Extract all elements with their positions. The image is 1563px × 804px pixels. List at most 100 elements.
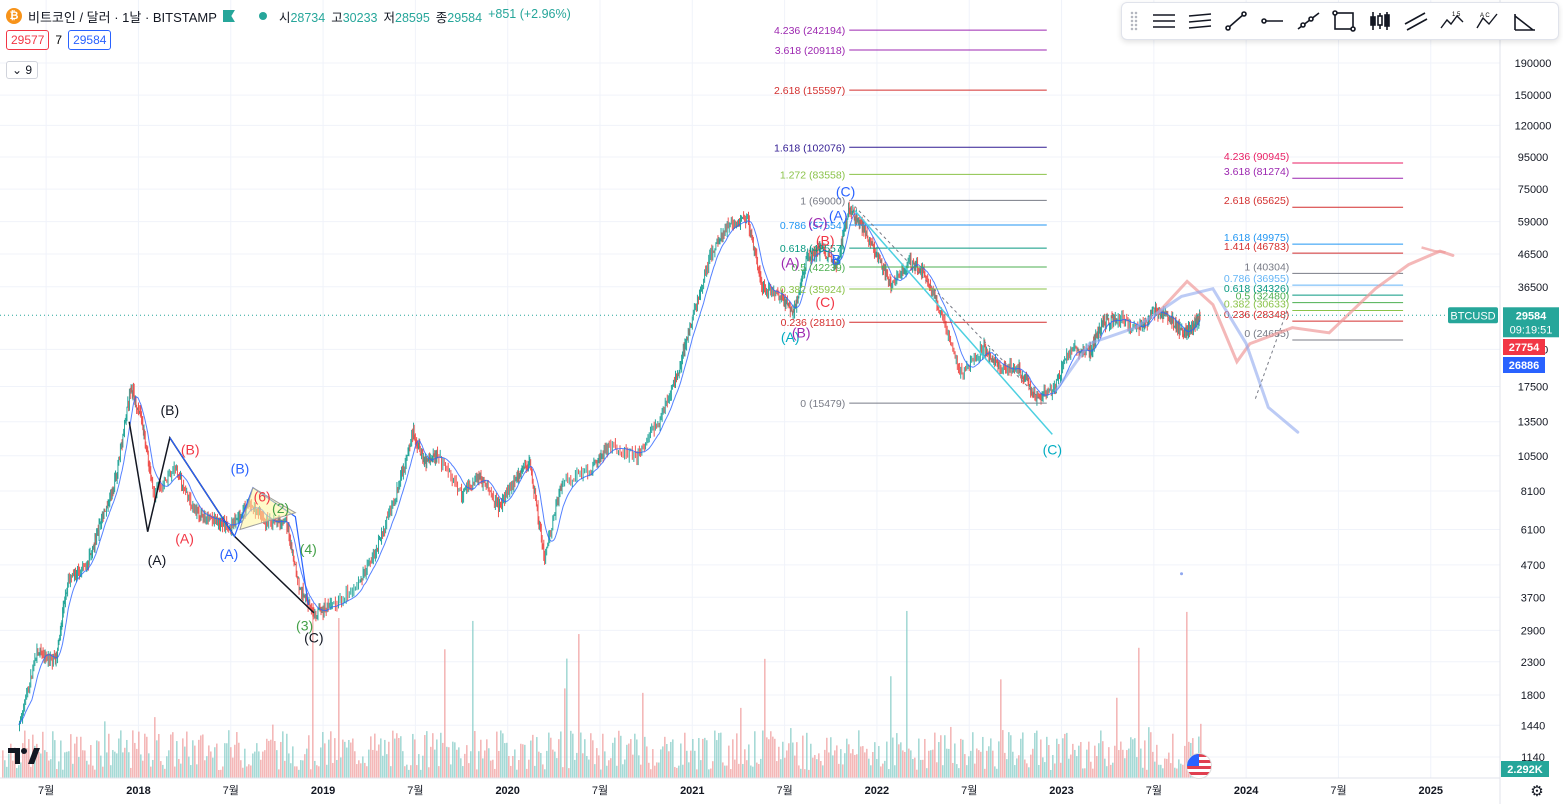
volume-bar bbox=[372, 749, 374, 778]
volume-bar bbox=[1200, 723, 1202, 778]
volume-bar bbox=[336, 760, 338, 778]
volume-bar bbox=[326, 764, 328, 778]
drag-handle[interactable] bbox=[1130, 11, 1138, 31]
volume-bar bbox=[518, 760, 520, 778]
volume-bar bbox=[264, 750, 266, 778]
volume-bar bbox=[248, 764, 250, 778]
volume-bar bbox=[1172, 733, 1174, 778]
flag-icon[interactable] bbox=[222, 10, 235, 22]
volume-bar bbox=[530, 740, 532, 778]
volume-bar bbox=[784, 757, 786, 778]
volume-bar bbox=[510, 765, 512, 778]
fib-retracement-icon[interactable] bbox=[1506, 5, 1542, 37]
parallel-channel-icon[interactable] bbox=[1182, 5, 1218, 37]
volume-bar bbox=[486, 739, 488, 778]
volume-bar bbox=[1084, 768, 1086, 778]
volume-bar bbox=[1066, 732, 1068, 778]
volume-bar bbox=[984, 768, 986, 778]
fib-level-label: 2.618 (65625) bbox=[1224, 195, 1289, 207]
time-tick-label: 7월 bbox=[38, 784, 54, 797]
volume-bar bbox=[254, 751, 256, 778]
channel-icon[interactable] bbox=[1398, 5, 1434, 37]
volume-bar bbox=[544, 769, 546, 778]
ray-icon[interactable] bbox=[1290, 5, 1326, 37]
volume-bar bbox=[1112, 762, 1114, 778]
volume-bar bbox=[474, 731, 476, 778]
fib-level-label: 0.236 (28110) bbox=[781, 317, 846, 329]
projection-curve bbox=[1156, 249, 1455, 365]
volume-bar bbox=[90, 745, 92, 778]
volume-bar bbox=[886, 741, 888, 778]
volume-bar bbox=[914, 757, 916, 778]
volume-bar bbox=[480, 739, 482, 778]
volume-bar bbox=[320, 747, 322, 778]
symbol-title[interactable]: 비트코인 / 달러 · 1날 · BITSTAMP bbox=[28, 9, 217, 25]
volume-bar bbox=[1120, 741, 1122, 778]
volume-bar bbox=[1168, 752, 1170, 778]
fib-level-label: 1 (40304) bbox=[1244, 261, 1289, 273]
trend-line-icon[interactable] bbox=[1218, 5, 1254, 37]
us-flag-icon[interactable] bbox=[1186, 753, 1212, 779]
volume-bar bbox=[742, 763, 744, 778]
volume-bar bbox=[1156, 744, 1158, 778]
volume-bar bbox=[186, 731, 188, 778]
volume-bar bbox=[918, 738, 920, 778]
volume-bar bbox=[104, 721, 106, 778]
gear-icon[interactable]: ⚙ bbox=[1530, 783, 1544, 800]
volume-bar bbox=[342, 739, 344, 778]
volume-bar bbox=[246, 766, 248, 778]
volume-bar bbox=[414, 739, 416, 778]
volume-bar bbox=[736, 733, 738, 778]
volume-bar bbox=[1002, 730, 1004, 778]
volume-bar bbox=[792, 742, 794, 778]
volume-bar bbox=[1098, 743, 1100, 778]
volume-bar bbox=[356, 764, 358, 778]
horizontal-lines-icon[interactable] bbox=[1146, 5, 1182, 37]
volume-bar bbox=[1106, 766, 1108, 778]
volume-bar bbox=[970, 750, 972, 778]
indicator-toggle[interactable]: ⌄ 9 bbox=[6, 61, 39, 79]
volume-bar bbox=[126, 739, 128, 778]
volume-bar bbox=[1086, 749, 1088, 778]
volume-bar bbox=[1040, 739, 1042, 778]
volume-bar bbox=[358, 760, 360, 778]
volume-bar bbox=[130, 767, 132, 778]
volume-bar bbox=[310, 769, 312, 778]
volume-bar bbox=[592, 740, 594, 778]
volume-bar bbox=[318, 766, 320, 778]
volume-bar bbox=[268, 740, 270, 778]
volume-bar bbox=[926, 768, 928, 778]
volume-bar bbox=[572, 733, 574, 778]
volume-bar bbox=[542, 764, 544, 778]
sell-price-button[interactable]: 29577 bbox=[6, 30, 50, 50]
wave-label: (2) bbox=[272, 500, 289, 516]
volume-bar bbox=[522, 744, 524, 778]
wave-label: (C) bbox=[304, 630, 323, 646]
buy-price-button[interactable]: 29584 bbox=[68, 30, 112, 50]
candles-icon[interactable] bbox=[1362, 5, 1398, 37]
abcd-pattern-icon[interactable]: A C bbox=[1470, 5, 1506, 37]
volume-bar bbox=[604, 751, 606, 778]
volume-bar bbox=[1118, 750, 1120, 778]
volume-bar bbox=[616, 765, 618, 778]
price-tick-label: 150000 bbox=[1515, 90, 1552, 102]
rectangle-icon[interactable] bbox=[1326, 5, 1362, 37]
elliott-wave-icon[interactable]: 1 5 bbox=[1434, 5, 1470, 37]
volume-bar bbox=[30, 766, 32, 778]
volume-bar bbox=[722, 762, 724, 778]
volume-bar bbox=[274, 741, 276, 778]
volume-bar bbox=[614, 737, 616, 778]
volume-bar bbox=[74, 743, 76, 778]
volume-bar bbox=[580, 732, 582, 778]
volume-bar bbox=[868, 758, 870, 778]
volume-bar bbox=[936, 762, 938, 778]
volume-bar bbox=[770, 731, 772, 778]
volume-bar bbox=[856, 754, 858, 778]
volume-bar bbox=[462, 766, 464, 778]
volume-bar bbox=[558, 739, 560, 778]
horizontal-ray-icon[interactable] bbox=[1254, 5, 1290, 37]
time-tick-label: 2024 bbox=[1234, 785, 1259, 797]
volume-bar bbox=[262, 751, 264, 778]
volume-bar bbox=[378, 744, 380, 778]
